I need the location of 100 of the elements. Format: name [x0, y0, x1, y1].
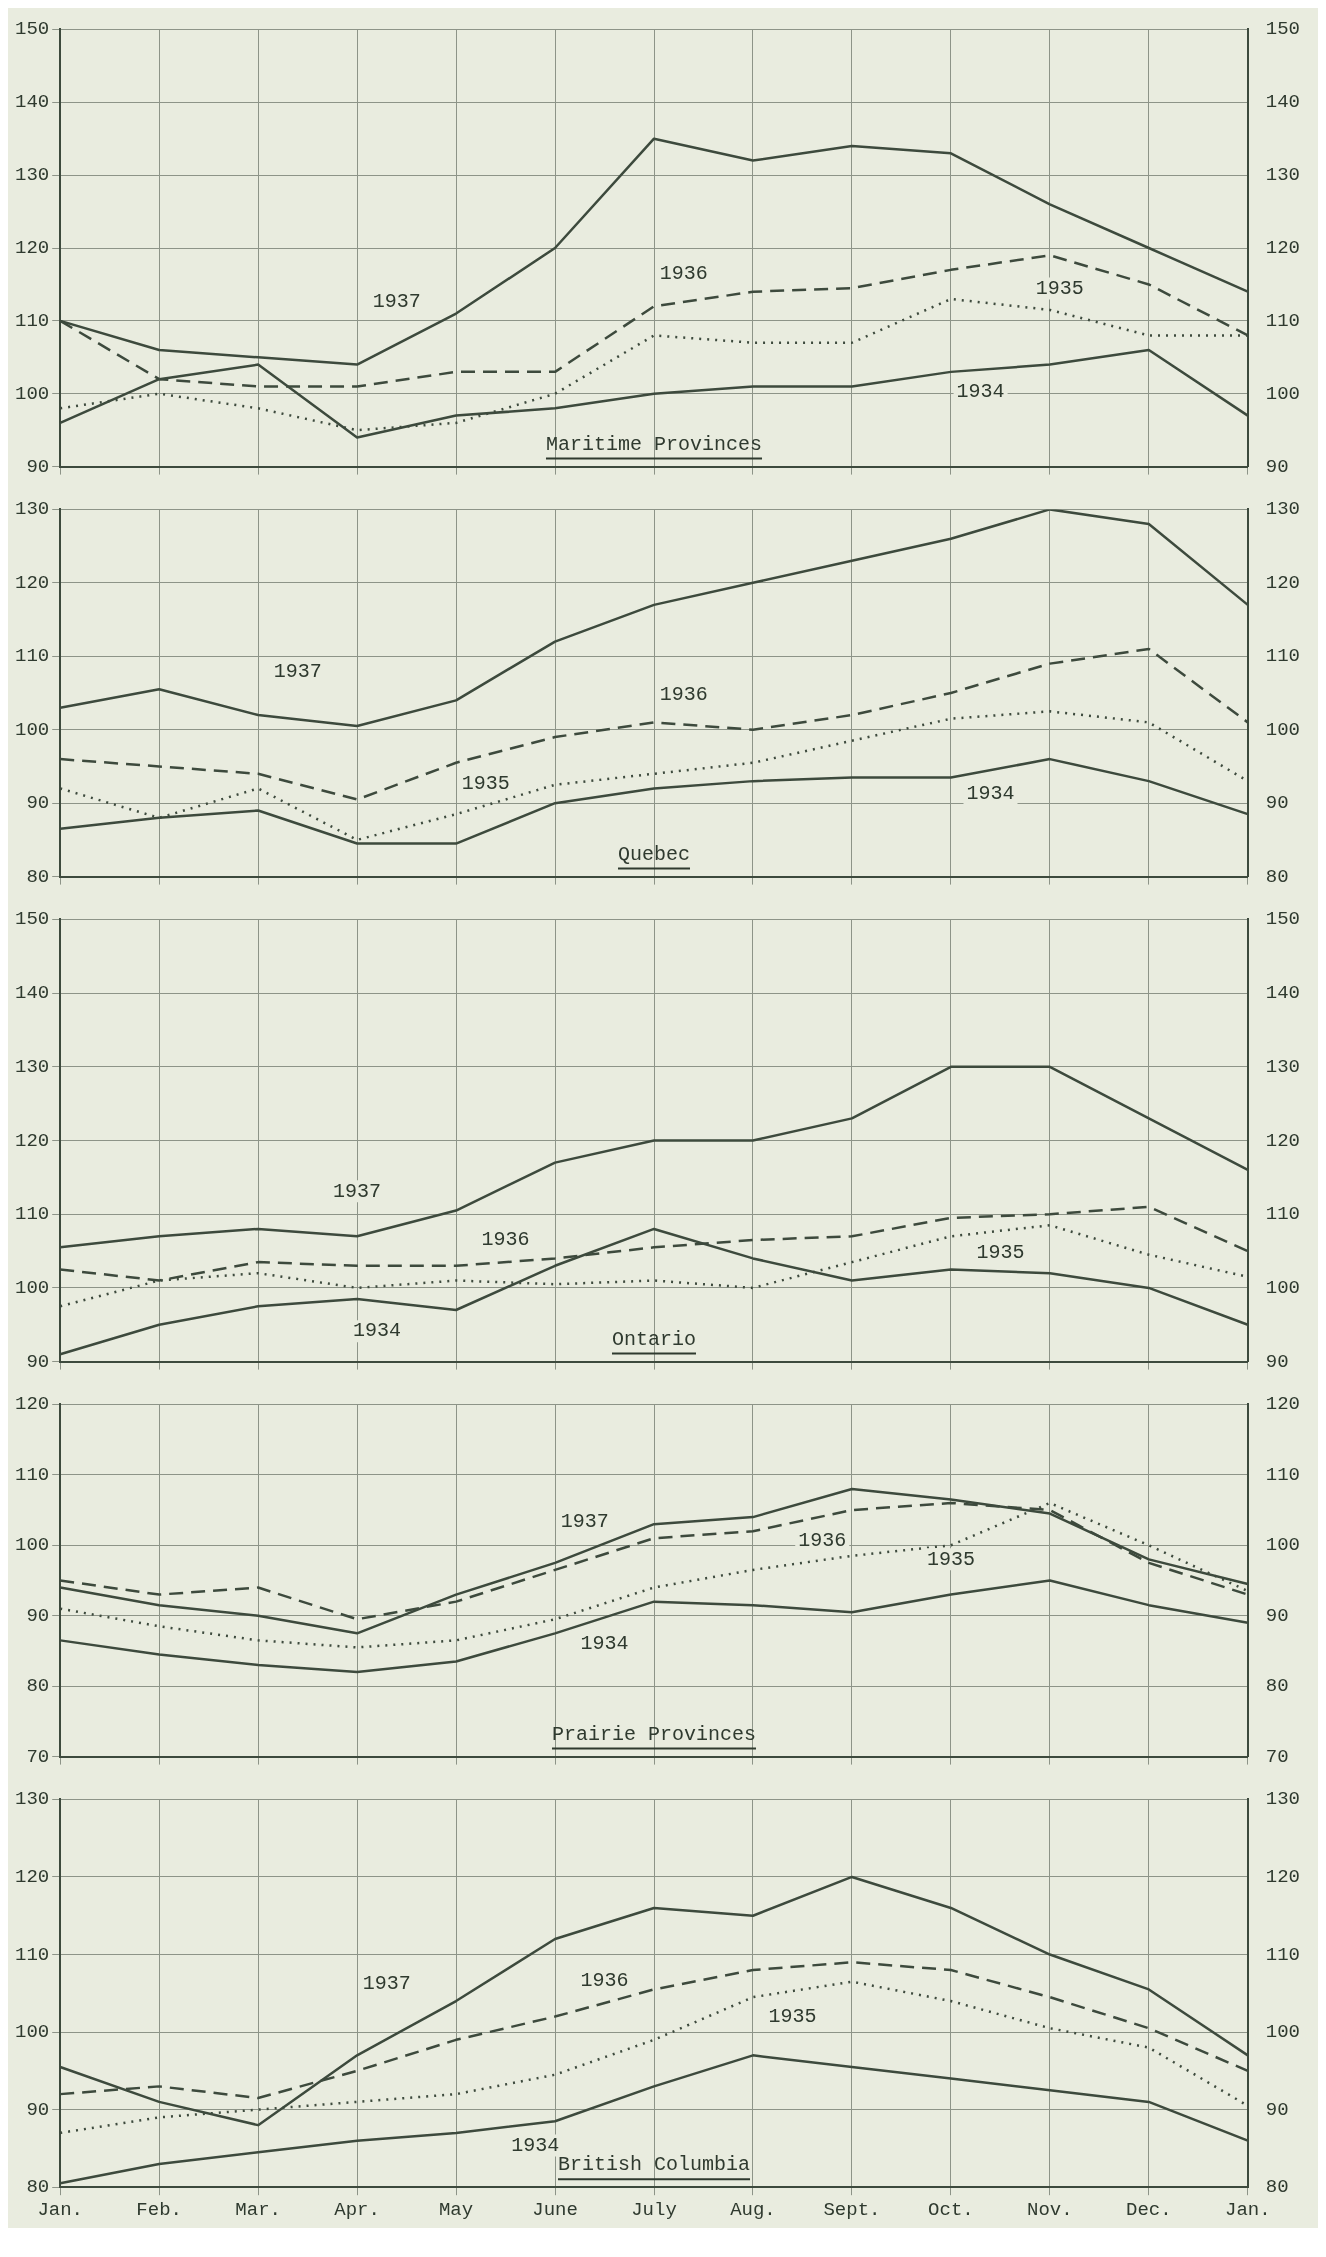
series-label: 1935 — [768, 2005, 817, 2029]
y2-tick-label: 100 — [1265, 382, 1301, 405]
y2-tick-label: 110 — [1265, 1463, 1301, 1486]
y-tick-label: 130 — [14, 498, 50, 521]
x-tick-label: Nov. — [1027, 2198, 1073, 2221]
y2-tick-label: 150 — [1265, 18, 1301, 41]
y-tick-label: 110 — [14, 1943, 50, 1966]
series-label: 1934 — [966, 782, 1015, 806]
y-tick-label: 120 — [14, 571, 50, 594]
y2-tick-label: 100 — [1265, 1276, 1301, 1299]
y-tick-label: 90 — [26, 2098, 50, 2121]
text: Quebec — [617, 842, 691, 866]
y-tick-label: 90 — [26, 792, 50, 815]
y2-tick-label: 110 — [1265, 645, 1301, 668]
y2-tick-label: 130 — [1265, 498, 1301, 521]
y-tick-label: 90 — [26, 455, 50, 478]
y2-tick-label: 120 — [1265, 571, 1301, 594]
series-label: 1937 — [273, 659, 322, 683]
y2-tick-label: 80 — [1265, 865, 1289, 888]
y2-tick-label: 100 — [1265, 718, 1301, 741]
y-tick-label: 70 — [26, 1745, 50, 1768]
series-label: 1936 — [798, 1528, 847, 1552]
y-tick-label: 100 — [14, 1276, 50, 1299]
y-tick-label: 100 — [14, 2021, 50, 2044]
y-tick-label: 100 — [14, 718, 50, 741]
y-tick-label: 120 — [14, 1393, 50, 1416]
x-tick-label: Mar. — [235, 2198, 281, 2221]
y-tick-label: 130 — [14, 1788, 50, 1811]
y2-tick-label: 110 — [1265, 309, 1301, 332]
series-label: 1934 — [956, 379, 1005, 403]
y2-tick-label: 120 — [1265, 1129, 1301, 1152]
y-tick-label: 80 — [26, 2176, 50, 2199]
y2-tick-label: 90 — [1265, 1350, 1289, 1373]
x-tick-label: Feb. — [136, 2198, 182, 2221]
series-label: 1937 — [372, 290, 421, 314]
series-label: 1935 — [461, 771, 510, 795]
x-tick-label: June — [532, 2198, 578, 2221]
y-tick-label: 110 — [14, 309, 50, 332]
y-tick-label: 140 — [14, 982, 50, 1005]
series-label: 1937 — [333, 1179, 382, 1203]
y-tick-label: 150 — [14, 18, 50, 41]
series-label: 1936 — [659, 262, 708, 286]
series-label: 1937 — [362, 1972, 411, 1996]
series-label: 1935 — [926, 1547, 975, 1571]
series-label: 1936 — [580, 1969, 629, 1993]
y-tick-label: 150 — [14, 908, 50, 931]
series-label: 1937 — [560, 1509, 609, 1533]
y-tick-label: 110 — [14, 645, 50, 668]
series-label: 1935 — [976, 1241, 1025, 1265]
y2-tick-label: 130 — [1265, 164, 1301, 187]
y2-tick-label: 90 — [1265, 792, 1289, 815]
text: British Columbia — [557, 2153, 751, 2177]
y2-tick-label: 110 — [1265, 1943, 1301, 1966]
series-label: 1936 — [481, 1228, 530, 1252]
x-tick-label: Dec. — [1126, 2198, 1172, 2221]
y-tick-label: 100 — [14, 1534, 50, 1557]
y-tick-label: 80 — [26, 865, 50, 888]
y2-tick-label: 110 — [1265, 1203, 1301, 1226]
series-label: 1935 — [1035, 276, 1084, 300]
y2-tick-label: 70 — [1265, 1745, 1289, 1768]
text: Ontario — [611, 1327, 697, 1351]
x-tick-label: Jan. — [37, 2198, 84, 2221]
y2-tick-label: 140 — [1265, 91, 1301, 114]
series-label: 1934 — [580, 1631, 629, 1655]
y2-tick-label: 120 — [1265, 1393, 1301, 1416]
y-tick-label: 130 — [14, 164, 50, 187]
y2-tick-label: 80 — [1265, 1675, 1289, 1698]
y-tick-label: 90 — [26, 1604, 50, 1627]
y-tick-label: 80 — [26, 1675, 50, 1698]
y2-tick-label: 140 — [1265, 982, 1301, 1005]
text: Maritime Provinces — [545, 432, 763, 456]
y2-tick-label: 130 — [1265, 1055, 1301, 1078]
y2-tick-label: 100 — [1265, 2021, 1301, 2044]
y2-tick-label: 120 — [1265, 237, 1301, 260]
x-tick-label: July — [631, 2198, 677, 2221]
y-tick-label: 120 — [14, 1129, 50, 1152]
y2-tick-label: 120 — [1265, 1865, 1301, 1888]
y2-tick-label: 90 — [1265, 2098, 1289, 2121]
x-tick-label: Jan. — [1224, 2198, 1271, 2221]
y2-tick-label: 100 — [1265, 1534, 1301, 1557]
y-tick-label: 110 — [14, 1203, 50, 1226]
y2-tick-label: 150 — [1265, 908, 1301, 931]
series-label: 1934 — [352, 1319, 401, 1343]
y-tick-label: 90 — [26, 1350, 50, 1373]
x-tick-label: Apr. — [334, 2198, 380, 2221]
x-tick-label: Sept. — [823, 2198, 881, 2221]
y-tick-label: 120 — [14, 1865, 50, 1888]
x-tick-label: Oct. — [928, 2198, 974, 2221]
series-label: 1934 — [511, 2133, 560, 2157]
y-tick-label: 140 — [14, 91, 50, 114]
y2-tick-label: 90 — [1265, 455, 1289, 478]
x-tick-label: May — [438, 2198, 474, 2221]
y-tick-label: 120 — [14, 237, 50, 260]
x-tick-label: Aug. — [730, 2198, 776, 2221]
y2-tick-label: 80 — [1265, 2176, 1289, 2199]
y2-tick-label: 130 — [1265, 1788, 1301, 1811]
y2-tick-label: 90 — [1265, 1604, 1289, 1627]
text: Prairie Provinces — [551, 1722, 757, 1746]
y-tick-label: 100 — [14, 382, 50, 405]
series-label: 1936 — [659, 682, 708, 706]
